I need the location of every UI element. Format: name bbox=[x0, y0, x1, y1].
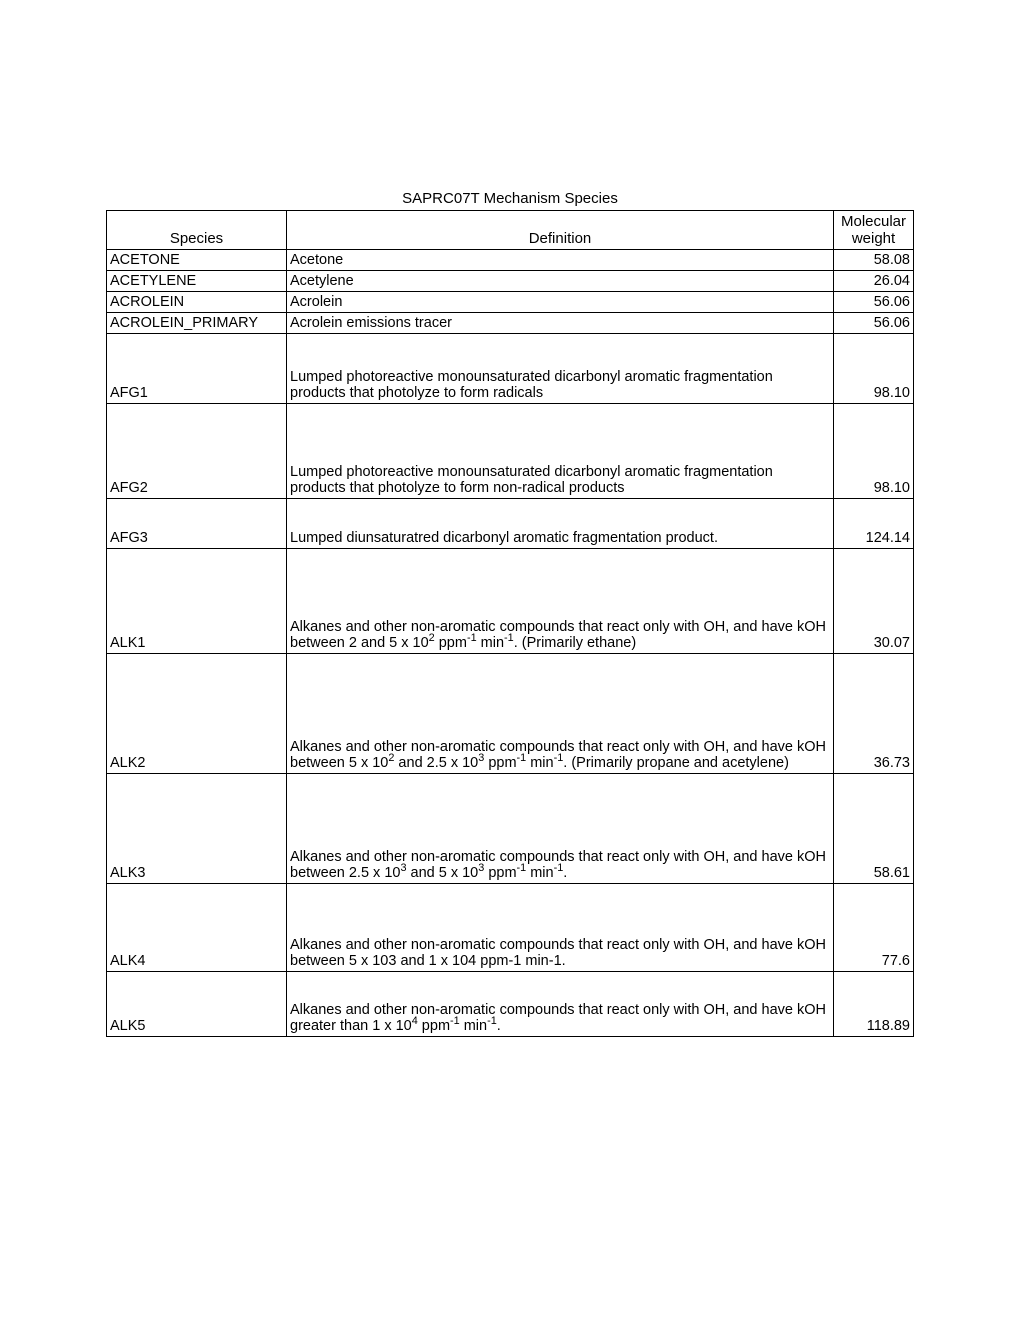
cell-definition: Alkanes and other non-aromatic compounds… bbox=[287, 549, 834, 654]
cell-species: AFG2 bbox=[107, 404, 287, 499]
cell-weight: 26.04 bbox=[834, 271, 914, 292]
cell-species: ACETONE bbox=[107, 250, 287, 271]
cell-species: ALK3 bbox=[107, 774, 287, 884]
cell-weight: 56.06 bbox=[834, 292, 914, 313]
cell-definition: Acetylene bbox=[287, 271, 834, 292]
table-body: ACETONEAcetone58.08ACETYLENEAcetylene26.… bbox=[107, 250, 914, 1037]
cell-weight: 77.6 bbox=[834, 884, 914, 972]
cell-species: ALK1 bbox=[107, 549, 287, 654]
cell-definition: Acrolein emissions tracer bbox=[287, 313, 834, 334]
cell-weight: 56.06 bbox=[834, 313, 914, 334]
col-header-species: Species bbox=[107, 211, 287, 250]
cell-definition: Alkanes and other non-aromatic compounds… bbox=[287, 972, 834, 1037]
table-row: ACROLEINAcrolein56.06 bbox=[107, 292, 914, 313]
cell-definition: Acetone bbox=[287, 250, 834, 271]
cell-species: ALK5 bbox=[107, 972, 287, 1037]
cell-species: AFG1 bbox=[107, 334, 287, 404]
species-table: Species Definition Molecular weight ACET… bbox=[106, 210, 914, 1037]
col-header-definition: Definition bbox=[287, 211, 834, 250]
cell-weight: 118.89 bbox=[834, 972, 914, 1037]
cell-definition: Acrolein bbox=[287, 292, 834, 313]
cell-definition: Lumped photoreactive monounsaturated dic… bbox=[287, 334, 834, 404]
cell-weight: 98.10 bbox=[834, 404, 914, 499]
cell-weight: 124.14 bbox=[834, 499, 914, 549]
cell-definition: Lumped diunsaturatred dicarbonyl aromati… bbox=[287, 499, 834, 549]
cell-weight: 36.73 bbox=[834, 654, 914, 774]
table-row: ALK1Alkanes and other non-aromatic compo… bbox=[107, 549, 914, 654]
table-row: AFG2Lumped photoreactive monounsaturated… bbox=[107, 404, 914, 499]
cell-definition: Alkanes and other non-aromatic compounds… bbox=[287, 654, 834, 774]
cell-weight: 58.61 bbox=[834, 774, 914, 884]
table-row: ALK5Alkanes and other non-aromatic compo… bbox=[107, 972, 914, 1037]
table-row: ACROLEIN_PRIMARYAcrolein emissions trace… bbox=[107, 313, 914, 334]
cell-species: ALK4 bbox=[107, 884, 287, 972]
cell-weight: 98.10 bbox=[834, 334, 914, 404]
cell-definition: Lumped photoreactive monounsaturated dic… bbox=[287, 404, 834, 499]
table-row: ACETONEAcetone58.08 bbox=[107, 250, 914, 271]
col-header-weight: Molecular weight bbox=[834, 211, 914, 250]
cell-species: ACETYLENE bbox=[107, 271, 287, 292]
table-row: AFG1Lumped photoreactive monounsaturated… bbox=[107, 334, 914, 404]
table-row: ALK3Alkanes and other non-aromatic compo… bbox=[107, 774, 914, 884]
table-title: SAPRC07T Mechanism Species bbox=[106, 190, 914, 207]
table-row: ALK2Alkanes and other non-aromatic compo… bbox=[107, 654, 914, 774]
cell-weight: 30.07 bbox=[834, 549, 914, 654]
table-header-row: Species Definition Molecular weight bbox=[107, 211, 914, 250]
cell-species: AFG3 bbox=[107, 499, 287, 549]
cell-species: ACROLEIN_PRIMARY bbox=[107, 313, 287, 334]
table-row: ACETYLENEAcetylene26.04 bbox=[107, 271, 914, 292]
cell-species: ACROLEIN bbox=[107, 292, 287, 313]
table-row: AFG3Lumped diunsaturatred dicarbonyl aro… bbox=[107, 499, 914, 549]
cell-weight: 58.08 bbox=[834, 250, 914, 271]
cell-definition: Alkanes and other non-aromatic compounds… bbox=[287, 774, 834, 884]
cell-species: ALK2 bbox=[107, 654, 287, 774]
cell-definition: Alkanes and other non-aromatic compounds… bbox=[287, 884, 834, 972]
table-row: ALK4Alkanes and other non-aromatic compo… bbox=[107, 884, 914, 972]
